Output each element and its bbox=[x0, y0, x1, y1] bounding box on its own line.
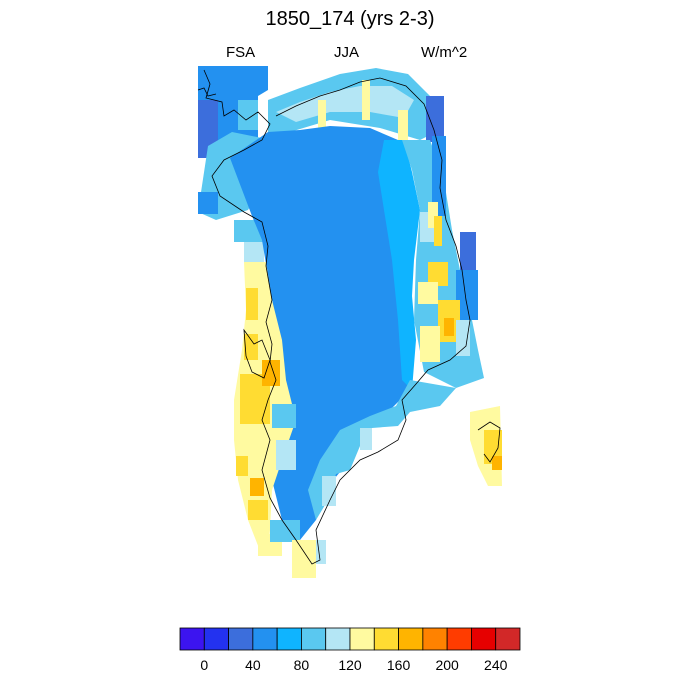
map-cell bbox=[248, 500, 268, 520]
colorbar-box bbox=[179, 627, 205, 651]
map-cell bbox=[456, 270, 478, 320]
map-cell bbox=[492, 456, 502, 470]
map-cell bbox=[250, 478, 264, 496]
map-cells bbox=[198, 66, 502, 578]
map-cell bbox=[244, 334, 258, 360]
map-cell bbox=[292, 540, 316, 578]
map-cell bbox=[246, 288, 258, 320]
colorbar-tick-label: 120 bbox=[338, 657, 362, 673]
coastline bbox=[197, 69, 501, 565]
colorbar-box bbox=[301, 627, 327, 651]
map-cell bbox=[270, 520, 300, 542]
map-cell bbox=[362, 80, 370, 120]
map-cell bbox=[398, 110, 408, 146]
units-label: W/m^2 bbox=[421, 44, 468, 61]
map-cell bbox=[484, 430, 502, 464]
map-cell bbox=[322, 476, 336, 506]
map-cell bbox=[236, 456, 248, 476]
disko-island-outline bbox=[243, 328, 271, 379]
colorbar-tick-label: 240 bbox=[484, 657, 508, 673]
colorbar-tick-label: 40 bbox=[245, 657, 261, 673]
colorbar-ticks: 0 40 80 120 160 200 240 bbox=[200, 657, 507, 673]
colorbar-tick-label: 160 bbox=[387, 657, 411, 673]
map-cell bbox=[456, 320, 470, 356]
map-cell bbox=[244, 242, 264, 262]
map-cell bbox=[318, 100, 326, 130]
map-cell bbox=[378, 140, 420, 390]
colorbar-box bbox=[422, 627, 448, 651]
colorbar-tick-label: 0 bbox=[200, 657, 208, 673]
map-cell bbox=[420, 326, 440, 362]
season-label: JJA bbox=[334, 44, 360, 61]
map-cell bbox=[444, 318, 454, 336]
colorbar-box bbox=[203, 627, 229, 651]
map-cell bbox=[198, 192, 218, 214]
map-cell bbox=[428, 202, 438, 228]
map-cell bbox=[428, 262, 448, 286]
map-cell bbox=[418, 282, 438, 304]
map-cell bbox=[360, 428, 372, 450]
colorbar-box bbox=[349, 627, 375, 651]
colorbar-box bbox=[471, 627, 497, 651]
colorbar-box bbox=[495, 627, 521, 651]
colorbar-box bbox=[325, 627, 351, 651]
map-cell bbox=[434, 216, 442, 246]
colorbar-box bbox=[446, 627, 472, 651]
colorbar-box bbox=[373, 627, 399, 651]
colorbar-box bbox=[228, 627, 254, 651]
ellesmere-coastline bbox=[197, 87, 217, 97]
map-cell bbox=[238, 100, 258, 130]
colorbar-box bbox=[276, 627, 302, 651]
map-cell bbox=[432, 136, 446, 216]
variable-label: FSA bbox=[226, 44, 256, 61]
map-cell bbox=[276, 440, 296, 470]
colorbar-box bbox=[398, 627, 424, 651]
figure-title: 1850_174 (yrs 2-3) bbox=[265, 8, 435, 30]
colorbar-box bbox=[252, 627, 278, 651]
east-island-coastline bbox=[477, 421, 501, 463]
colorbar-tick-label: 200 bbox=[435, 657, 459, 673]
colorbar-boxes bbox=[179, 627, 521, 651]
map-cell bbox=[272, 404, 296, 428]
colorbar-tick-label: 80 bbox=[294, 657, 310, 673]
greenland-coastline bbox=[203, 69, 471, 565]
map-cell bbox=[460, 232, 476, 272]
map-cell bbox=[276, 86, 414, 122]
map-cell bbox=[426, 96, 444, 142]
